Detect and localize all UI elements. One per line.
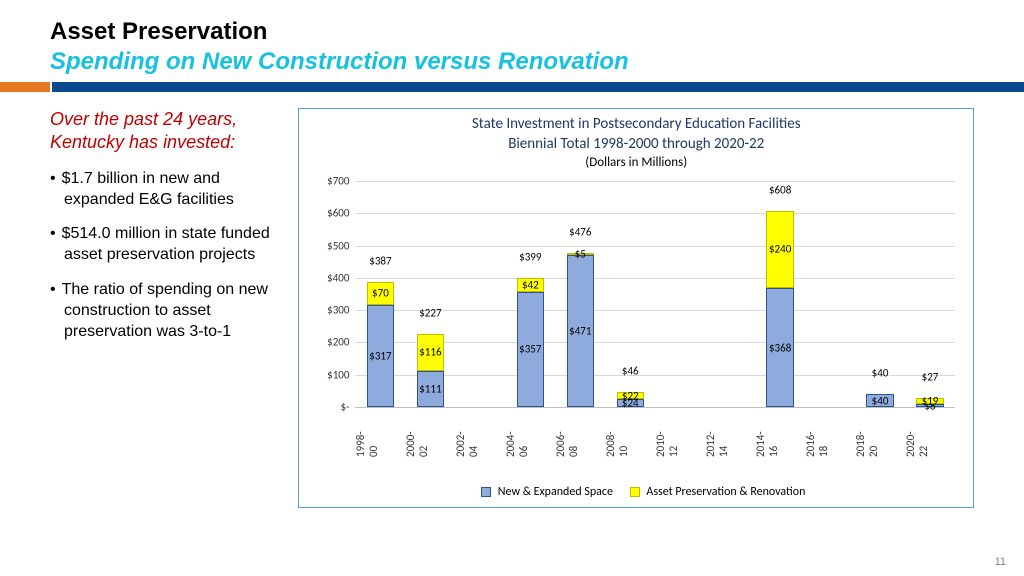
total-label: $40 bbox=[872, 367, 889, 380]
x-axis-label: 1998-00 bbox=[354, 431, 380, 457]
total-label: $608 bbox=[769, 183, 791, 196]
data-label: $42 bbox=[522, 278, 539, 291]
chart-subtitle: (Dollars in Millions) bbox=[299, 155, 973, 170]
data-label: $116 bbox=[419, 346, 441, 359]
y-axis-label: $400 bbox=[327, 271, 355, 284]
total-label: $399 bbox=[519, 251, 541, 264]
legend-swatch-yellow bbox=[630, 487, 640, 497]
y-axis-label: $500 bbox=[327, 239, 355, 252]
bullet-list: $1.7 billion in new and expanded E&G fac… bbox=[50, 169, 284, 343]
y-axis-label: $600 bbox=[327, 207, 355, 220]
legend-label: New & Expanded Space bbox=[498, 485, 613, 499]
title-sub: Spending on New Construction versus Reno… bbox=[50, 48, 974, 76]
data-label: $317 bbox=[369, 349, 391, 362]
page-number: 11 bbox=[995, 556, 1006, 568]
y-axis-label: $300 bbox=[327, 304, 355, 317]
total-label: $27 bbox=[922, 371, 939, 384]
x-axis-label: 2010-12 bbox=[654, 431, 680, 457]
x-axis-label: 2000-02 bbox=[404, 431, 430, 457]
data-label: $368 bbox=[769, 341, 791, 354]
total-label: $476 bbox=[569, 226, 591, 239]
x-axis-label: 2020-22 bbox=[904, 431, 930, 457]
data-label: $19 bbox=[922, 395, 939, 408]
data-label: $22 bbox=[622, 389, 639, 402]
list-item: The ratio of spending on new constructio… bbox=[50, 280, 284, 342]
total-label: $387 bbox=[369, 255, 391, 268]
x-axis-label: 2018-20 bbox=[854, 431, 880, 457]
lead-text: Over the past 24 years, Kentucky has inv… bbox=[50, 108, 284, 155]
data-label: $5 bbox=[575, 248, 586, 261]
chart-plot-area: $-$100$200$300$400$500$600$700$317$70$38… bbox=[355, 181, 955, 407]
y-axis-label: $100 bbox=[327, 368, 355, 381]
data-label: $357 bbox=[519, 343, 541, 356]
legend-swatch-blue bbox=[481, 487, 491, 497]
y-axis-label: $200 bbox=[327, 336, 355, 349]
title-main: Asset Preservation bbox=[50, 18, 974, 46]
y-axis-label: $700 bbox=[327, 175, 355, 188]
data-label: $240 bbox=[769, 243, 791, 256]
x-axis-label: 2012-14 bbox=[704, 431, 730, 457]
data-label: $471 bbox=[569, 324, 591, 337]
data-label: $70 bbox=[372, 287, 389, 300]
total-label: $46 bbox=[622, 365, 639, 378]
total-label: $227 bbox=[419, 306, 441, 319]
data-label: $111 bbox=[419, 383, 441, 396]
chart-container: State Investment in Postsecondary Educat… bbox=[298, 108, 974, 508]
x-axis-label: 2006-08 bbox=[554, 431, 580, 457]
data-label: $40 bbox=[872, 394, 889, 407]
legend-label: Asset Preservation & Renovation bbox=[646, 485, 805, 499]
chart-title: State Investment in Postsecondary Educat… bbox=[299, 115, 973, 154]
x-axis-label: 2014-16 bbox=[754, 431, 780, 457]
x-axis-label: 2008-10 bbox=[604, 431, 630, 457]
list-item: $1.7 billion in new and expanded E&G fac… bbox=[50, 169, 284, 211]
x-axis-label: 2016-18 bbox=[804, 431, 830, 457]
chart-legend: New & Expanded Space Asset Preservation … bbox=[299, 485, 973, 499]
x-axis-label: 2004-06 bbox=[504, 431, 530, 457]
list-item: $514.0 million in state funded asset pre… bbox=[50, 224, 284, 266]
divider bbox=[50, 82, 974, 92]
x-axis-label: 2002-04 bbox=[454, 431, 480, 457]
y-axis-label: $- bbox=[341, 401, 356, 414]
